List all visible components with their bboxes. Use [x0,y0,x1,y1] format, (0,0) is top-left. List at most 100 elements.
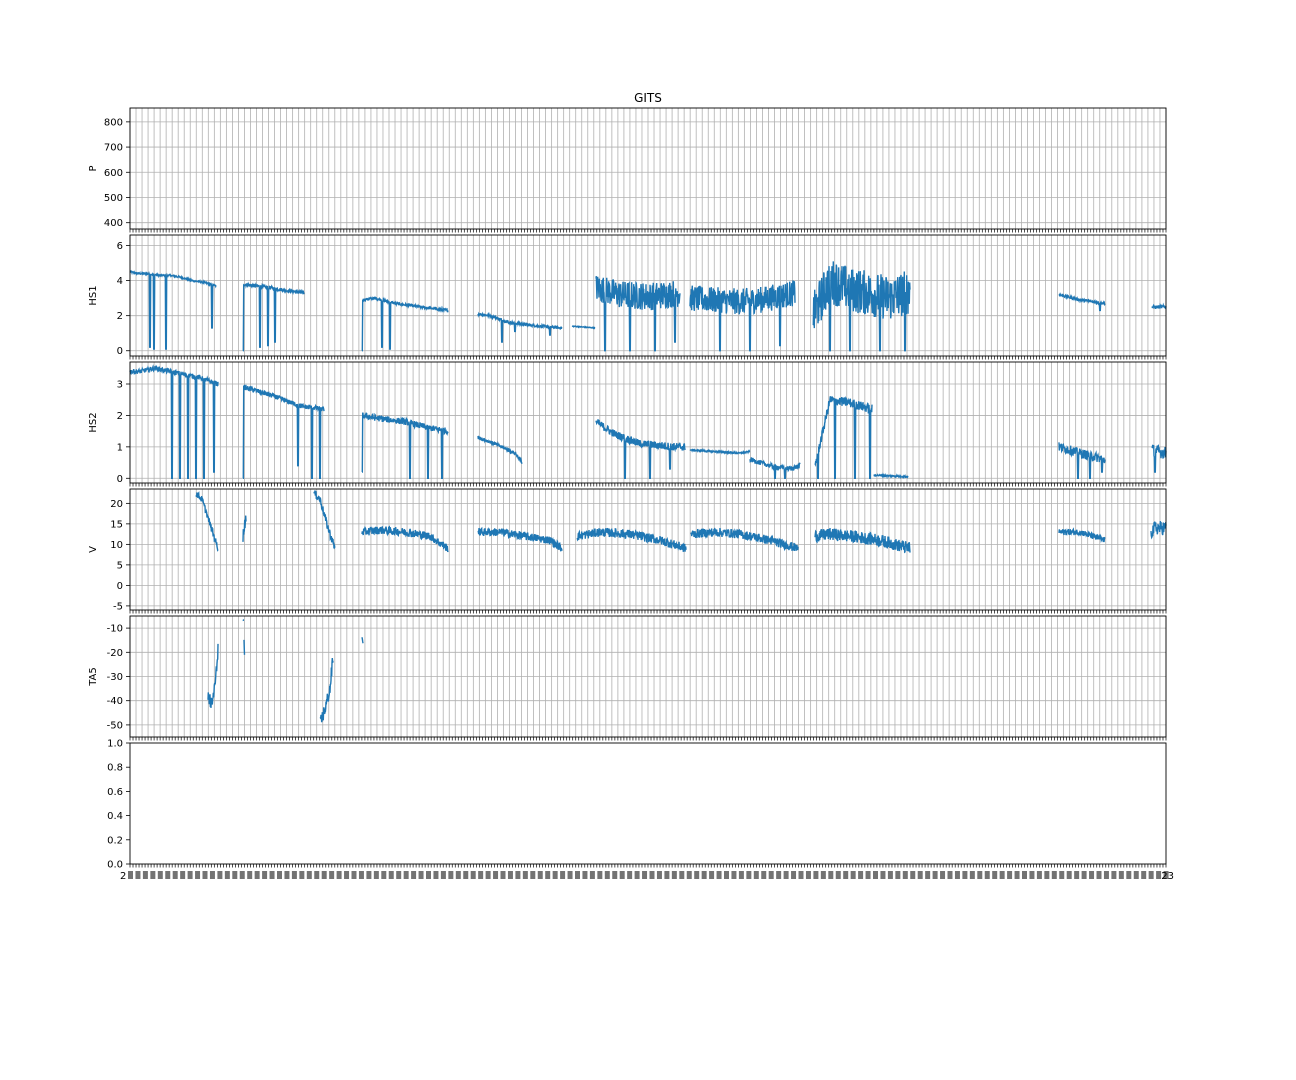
x-tick-label-glyph [254,871,260,879]
series-hs1 [129,261,1167,352]
x-tick-label-glyph [388,871,394,879]
series-line [313,490,336,550]
x-tick-label-glyph [1059,871,1065,879]
chart-title: GITS [634,91,662,105]
x-tick-label-glyph [522,871,528,879]
subplot-hs1: 0 2 4 6 HS1 [88,234,1167,360]
x-tick-label-glyph [373,871,379,879]
grid [129,362,1167,483]
x-tick-label-glyph [418,871,424,879]
series-line [319,657,334,723]
x-tick-label-glyph [902,871,908,879]
x-tick-label-glyph [597,871,603,879]
x-tick-label-glyph [1029,871,1035,879]
x-tick-label-glyph [396,871,402,879]
x-tick-label-glyph [746,871,752,879]
series-line [571,325,596,330]
x-tick-label-glyph [135,871,141,879]
x-tick-label-first: 2 [120,871,126,882]
x-ticks [129,610,1167,614]
x-tick-label-glyph [306,871,312,879]
x-tick-label-glyph [202,871,208,879]
y-tick-label: 4 [117,276,123,287]
x-tick-label-glyph [1133,871,1139,879]
y-tick-label: 2 [117,311,123,322]
series-v [195,490,1167,554]
subplot-ta5: -50 -40 -30 -20 -10 TA5 [88,615,1167,741]
grid [129,616,1167,737]
x-tick-label-glyph [724,871,729,879]
x-tick-label-glyph [977,871,983,879]
x-tick-label-glyph [187,871,193,879]
y-tick-label: 800 [104,117,123,128]
grid [129,108,1167,229]
x-tick-label-glyph [761,871,767,879]
series-line [207,643,219,708]
x-tick-label-glyph [984,871,990,879]
x-tick-label-glyph [1163,871,1169,879]
x-tick-label-glyph [820,871,826,879]
x-tick-label-glyph [329,871,335,879]
x-tick-label-glyph [545,871,551,879]
series-line [595,419,686,479]
x-tick-label-glyph [1044,871,1050,879]
x-tick-label-glyph [485,871,491,879]
x-tick-label-glyph [1156,871,1162,879]
x-ticks [129,483,1167,487]
x-tick-label-glyph [366,871,372,879]
x-tick-label-glyph [150,871,156,879]
x-tick-label-glyph [567,871,573,879]
series-line [242,384,325,479]
y-tick-label: 600 [104,168,123,179]
y-tick-label: 6 [117,241,123,252]
x-tick-label-glyph [589,871,595,879]
y-tick-label: 0 [117,474,123,485]
x-tick-label-glyph [239,871,245,879]
x-tick-label-glyph [783,871,789,879]
x-tick-label-glyph [887,871,893,879]
x-tick-labels-overlapped [128,871,1169,879]
y-axis-label: P [88,165,99,171]
series-ta5 [207,618,364,723]
y-tick-label: 700 [104,143,123,154]
series-line [814,527,911,554]
x-tick-label-glyph [507,871,513,879]
x-tick-label-glyph [1081,871,1087,879]
grid [129,235,1167,356]
y-tick-label: 3 [117,380,123,391]
x-tick-label-glyph [716,871,722,879]
series-line [814,396,873,479]
series-line [361,637,364,644]
x-tick-label-glyph [537,871,543,879]
x-tick-label-glyph [1036,871,1042,879]
x-tick-label-glyph [1148,871,1154,879]
x-tick-label-glyph [463,871,469,879]
x-tick-label-glyph [426,871,431,879]
subplot-hs2: 0 1 2 3 HS2 [88,361,1167,487]
x-tick-label-glyph [873,871,878,879]
y-tick-label: 20 [110,499,123,510]
x-tick-label-glyph [828,871,834,879]
series-line [129,269,217,350]
series-line [242,618,245,622]
x-tick-label-glyph [619,871,625,879]
y-tick-label: 0.0 [107,860,123,871]
x-tick-label-glyph [940,871,946,879]
y-tick-label: -50 [107,720,123,731]
x-tick-label-glyph [1096,871,1102,879]
series-line [873,472,909,480]
x-tick-label-glyph [1022,871,1027,879]
x-tick-label-glyph [843,871,849,879]
x-ticks [129,229,1167,233]
y-axis-label: TA5 [88,667,99,687]
subplot-stack: 400500600700800P0246HS10123HS2-505101520… [88,107,1169,879]
x-tick-label-glyph [530,871,536,879]
series-line [477,311,563,343]
x-tick-label-glyph [992,871,998,879]
y-tick-label: -20 [107,648,123,659]
x-tick-label-glyph [433,871,439,879]
x-tick-label-glyph [895,871,901,879]
series-line [749,457,801,479]
x-tick-label-glyph [813,871,819,879]
